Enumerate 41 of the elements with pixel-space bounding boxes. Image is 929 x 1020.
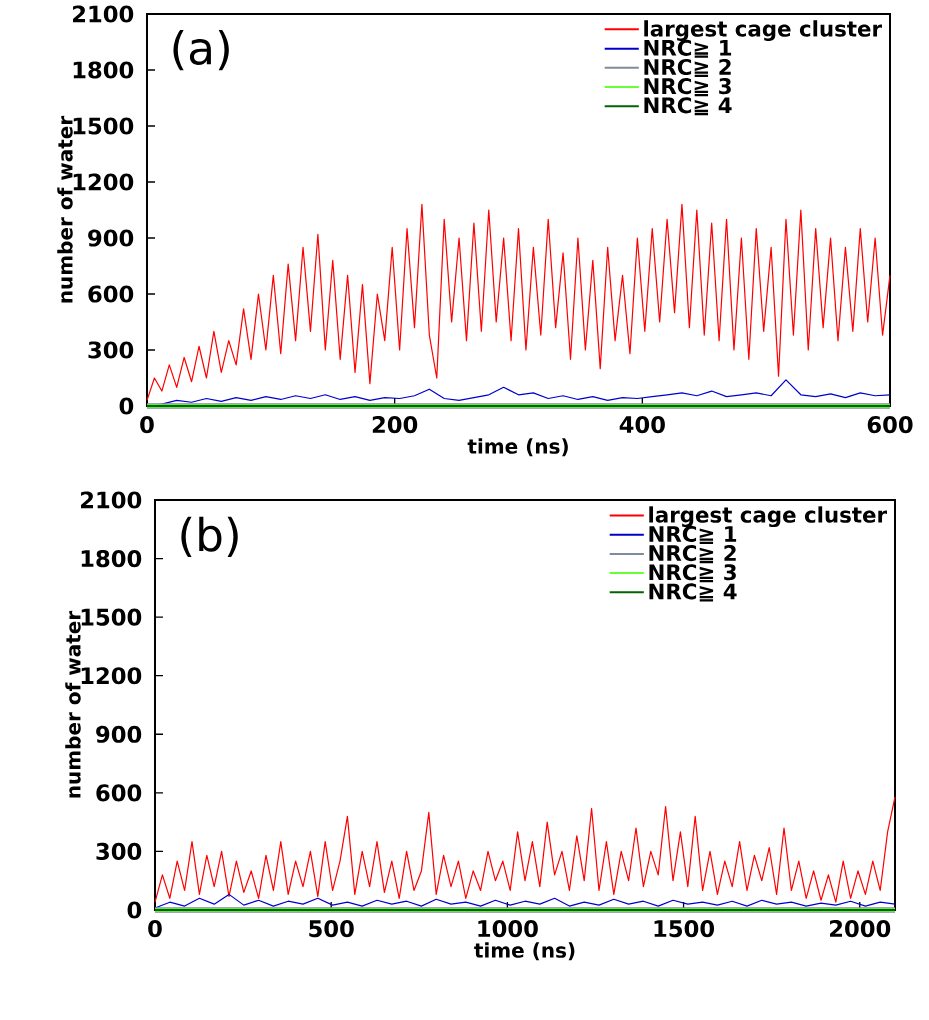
y-axis-title: number of water bbox=[57, 115, 73, 303]
y-tick-label: 1500 bbox=[73, 117, 134, 135]
legend-label: NRC≧ 1 bbox=[649, 525, 737, 544]
y-tick-label: 1800 bbox=[81, 549, 142, 568]
legend-label: NRC≧ 4 bbox=[649, 583, 737, 602]
y-tick-label: 1500 bbox=[81, 608, 142, 626]
legend-label: NRC≧ 3 bbox=[649, 564, 736, 583]
y-tick-label: 1200 bbox=[73, 173, 134, 191]
legend-label: NRC≧ 2 bbox=[649, 545, 736, 564]
x-tick-label: 0 bbox=[148, 920, 162, 938]
legend-label: NRC≧ 4 bbox=[644, 97, 732, 116]
y-axis-title: number of water bbox=[65, 610, 81, 798]
x-tick-label: 600 bbox=[867, 416, 913, 434]
x-tick-label: 1500 bbox=[654, 920, 715, 938]
y-tick-label: 1800 bbox=[73, 61, 134, 79]
x-axis-title: time (ns) bbox=[467, 438, 568, 457]
legend-label: NRC≧ 2 bbox=[644, 58, 731, 78]
y-tick-label: 300 bbox=[88, 341, 134, 359]
x-tick-label: 0 bbox=[140, 416, 154, 434]
x-axis-title: time (ns) bbox=[474, 942, 575, 961]
x-tick-label: 1000 bbox=[478, 920, 538, 938]
x-tick-label: 200 bbox=[372, 416, 418, 434]
x-tick-label: 500 bbox=[309, 920, 354, 938]
y-tick-label: 900 bbox=[96, 725, 142, 743]
line-series bbox=[154, 796, 896, 903]
x-tick-label: 400 bbox=[619, 416, 665, 434]
y-tick-label: 2100 bbox=[81, 491, 142, 509]
y-tick-label: 600 bbox=[96, 784, 142, 802]
y-tick-label: 300 bbox=[96, 842, 142, 860]
y-tick-label: 0 bbox=[127, 901, 142, 919]
legend-label: NRC≧ 3 bbox=[644, 78, 731, 97]
x-tick-label: 2000 bbox=[830, 920, 891, 938]
y-tick-label: 600 bbox=[88, 285, 134, 303]
annotation: (b) bbox=[181, 516, 238, 558]
legend-label: NRC≧ 1 bbox=[644, 39, 732, 58]
y-tick-label: 2100 bbox=[73, 5, 134, 23]
y-tick-label: 0 bbox=[119, 397, 134, 415]
y-tick-label: 1200 bbox=[81, 667, 142, 685]
line-series bbox=[146, 203, 891, 401]
y-tick-label: 900 bbox=[88, 229, 134, 247]
annotation: (a) bbox=[173, 29, 229, 71]
